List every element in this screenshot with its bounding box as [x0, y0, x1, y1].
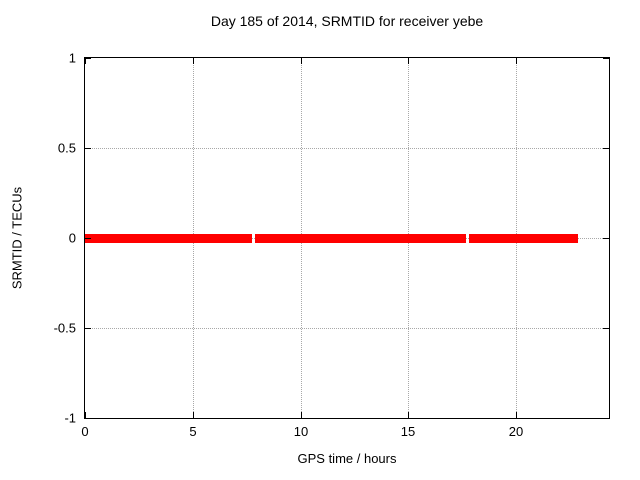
data-series-segment: [255, 234, 466, 243]
x-tick-mark: [516, 58, 517, 64]
y-tick-mark: [603, 58, 609, 59]
y-tick-label: 0: [68, 230, 76, 246]
x-tick-mark: [301, 58, 302, 64]
x-tick-label: 5: [189, 424, 197, 439]
y-tick-mark: [603, 148, 609, 149]
y-tick-mark: [603, 328, 609, 329]
x-tick-mark: [408, 58, 409, 64]
x-tick-label: 0: [81, 424, 89, 439]
y-tick-label: 0.5: [57, 140, 76, 156]
data-series-segment: [469, 234, 578, 243]
x-tick-label: 20: [508, 424, 524, 439]
x-tick-mark: [85, 58, 86, 64]
x-tick-mark: [193, 58, 194, 64]
x-tick-label: 15: [400, 424, 416, 439]
x-axis-label: GPS time / hours: [297, 451, 397, 466]
y-tick-mark: [85, 328, 91, 329]
x-tick-mark: [516, 412, 517, 418]
y-tick-label: -1: [64, 410, 76, 426]
y-tick-mark: [85, 58, 91, 59]
y-tick-mark: [85, 418, 91, 419]
plot-area: [84, 57, 610, 419]
x-tick-mark: [85, 412, 86, 418]
y-tick-label: -0.5: [53, 320, 76, 336]
y-tick-label: 1: [68, 50, 76, 66]
x-tick-label: 10: [293, 424, 309, 439]
x-tick-mark: [193, 412, 194, 418]
chart-title: Day 185 of 2014, SRMTID for receiver yeb…: [210, 13, 484, 29]
y-gridline: [85, 328, 609, 329]
y-tick-mark: [85, 238, 91, 239]
y-tick-mark: [603, 418, 609, 419]
y-gridline: [85, 148, 609, 149]
data-series-segment: [85, 234, 252, 243]
y-tick-mark: [603, 238, 609, 239]
x-tick-mark: [301, 412, 302, 418]
y-tick-mark: [85, 148, 91, 149]
x-tick-mark: [408, 412, 409, 418]
